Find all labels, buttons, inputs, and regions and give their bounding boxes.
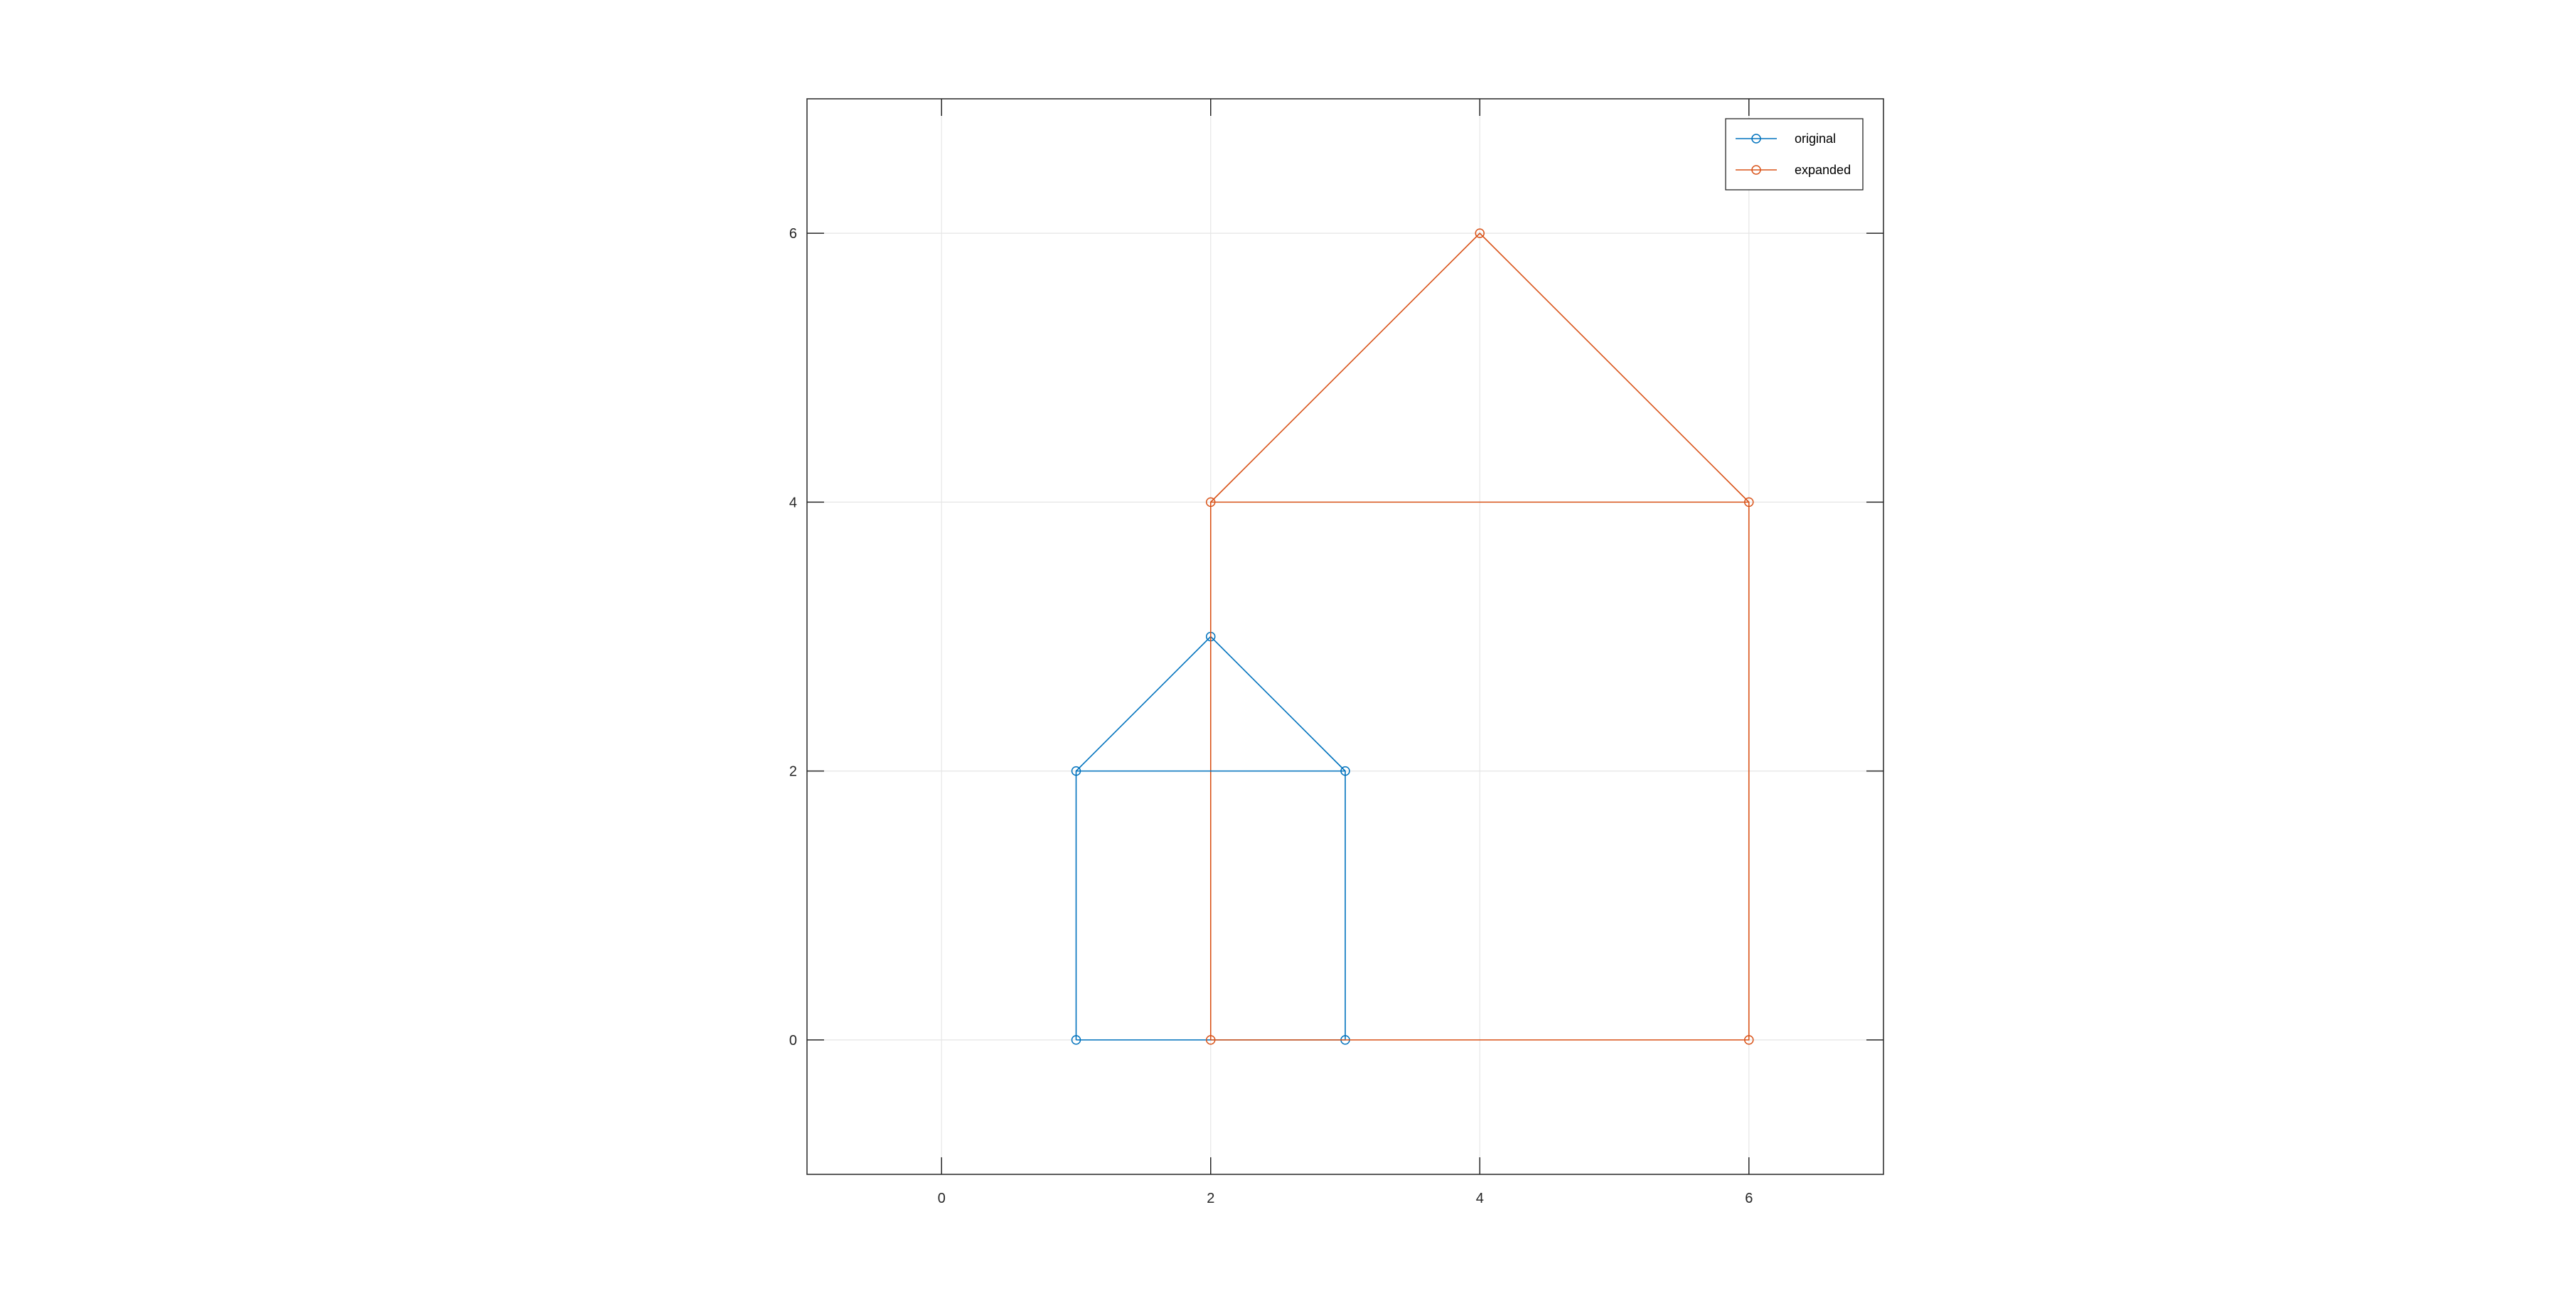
y-tick-label: 2	[789, 764, 797, 780]
legend-label-original: original	[1795, 132, 1836, 146]
plot-lines	[1071, 228, 1754, 1045]
legend-label-expanded: expanded	[1795, 163, 1851, 177]
data-point-expanded	[1475, 228, 1485, 238]
legend: original expanded	[1725, 118, 1864, 191]
y-tick-label: 0	[789, 1033, 797, 1049]
x-tick-label: 2	[1207, 1191, 1214, 1206]
axes-box	[806, 98, 1884, 1175]
legend-marker-expanded	[1751, 165, 1761, 175]
x-tick-label: 6	[1745, 1191, 1753, 1206]
legend-marker-original	[1751, 134, 1761, 144]
data-point-expanded	[1206, 1035, 1216, 1045]
series-line-expanded	[1209, 232, 1750, 1041]
y-tick-label: 6	[789, 226, 797, 242]
data-point-expanded	[1744, 1035, 1754, 1045]
y-tick-label: 4	[789, 495, 797, 510]
x-tick-label: 4	[1476, 1191, 1484, 1206]
data-point-original	[1071, 1035, 1081, 1045]
legend-box	[1725, 118, 1864, 191]
x-tick-label: 0	[938, 1191, 946, 1206]
axis-ticks: 0 2 4 6 0 2 4 6	[789, 99, 1883, 1206]
